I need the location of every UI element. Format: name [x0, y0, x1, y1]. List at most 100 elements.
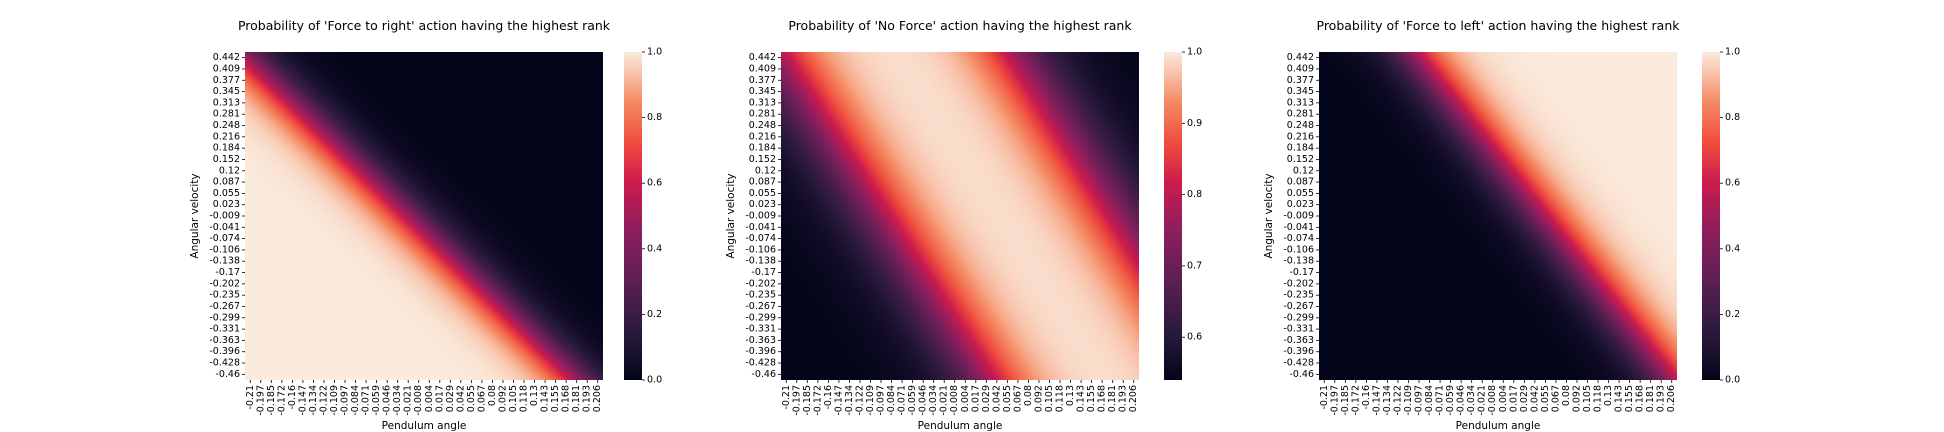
x-tick-label: -0.109: [865, 385, 876, 416]
colorbar-tick-label: 0.6: [1187, 332, 1202, 343]
y-tick-labels: 0.4420.4090.3770.3450.3130.2810.2480.216…: [1283, 52, 1319, 380]
y-tick-label: 0.087: [213, 177, 240, 188]
y-tick-label: -0.17: [751, 267, 776, 278]
y-tick-label: -0.235: [1283, 290, 1314, 301]
panel-force-left: Probability of 'Force to left' action ha…: [1263, 18, 1740, 432]
x-tick-label: -0.16: [287, 385, 298, 410]
y-tick-label: 0.377: [749, 75, 776, 86]
x-tick-label: 0.042: [991, 385, 1002, 412]
x-tick-labels: -0.21 -0.197 -0.185 -0.172 -0.16 -0.147 -0.134…: [245, 380, 603, 416]
x-tick-label: 0.08: [487, 385, 498, 406]
y-axis-label: Angular velocity: [1263, 173, 1275, 258]
x-tick-label: -0.21: [1319, 385, 1330, 410]
y-tick-label: 0.023: [749, 199, 776, 210]
colorbar-tick-label: 0.7: [1187, 260, 1202, 271]
x-tick-label: -0.134: [1382, 385, 1393, 416]
y-tick-label: 0.152: [749, 154, 776, 165]
x-tick-label: -0.21: [245, 385, 256, 410]
y-tick-labels: 0.4420.4090.3770.3450.3130.2810.2480.216…: [209, 52, 245, 380]
x-tick-label: -0.059: [907, 385, 918, 416]
x-tick-label: 0.13: [1065, 385, 1076, 406]
x-tick-label: 0.055: [1540, 385, 1551, 412]
y-tick-label: -0.235: [209, 290, 240, 301]
x-tick-label: 0.055: [466, 385, 477, 412]
y-tick-label: 0.345: [1287, 86, 1314, 97]
x-tick-label: 0.067: [1012, 385, 1023, 412]
y-tick-label: 0.313: [213, 97, 240, 108]
y-tick-label: -0.396: [745, 346, 776, 357]
y-tick-label: 0.377: [213, 75, 240, 86]
x-tick-label: 0.155: [1624, 385, 1635, 412]
x-tick-label: -0.084: [1424, 385, 1435, 416]
y-tick-label: 0.184: [213, 143, 240, 154]
x-tick-label: -0.071: [361, 385, 372, 416]
colorbar-tick-labels: 0.0 0.2 0.4 0.6 0.8 1.0: [1720, 47, 1740, 386]
x-tick-label: -0.097: [1414, 385, 1425, 416]
x-tick-label: 0.181: [1107, 385, 1118, 412]
x-tick-label: 0.029: [445, 385, 456, 412]
x-tick-label: 0.092: [1033, 385, 1044, 412]
y-tick-label: -0.428: [1283, 358, 1314, 369]
y-tick-label: 0.377: [1287, 75, 1314, 86]
colorbar-tick-label: 0.8: [647, 112, 662, 123]
x-tick-label: 0.168: [1097, 385, 1108, 412]
x-tick-label: -0.197: [255, 385, 266, 416]
x-tick-label: -0.034: [392, 385, 403, 416]
x-tick-label: -0.185: [802, 385, 813, 416]
x-tick-label: -0.122: [318, 385, 329, 416]
y-tick-label: -0.041: [745, 222, 776, 233]
x-tick-label: 0.193: [1118, 385, 1129, 412]
panel-no-force: Probability of 'No Force' action having …: [725, 18, 1202, 432]
y-tick-label: 0.409: [749, 63, 776, 74]
y-tick-label: 0.345: [213, 86, 240, 97]
y-tick-label: -0.396: [1283, 346, 1314, 357]
x-tick-label: -0.147: [1371, 385, 1382, 416]
x-tick-label: 0.105: [508, 385, 519, 412]
y-tick-label: -0.106: [745, 244, 776, 255]
x-tick-label: 0.206: [1128, 385, 1139, 412]
colorbar: [1702, 52, 1720, 380]
y-tick-label: 0.152: [213, 154, 240, 165]
x-axis-label: Pendulum angle: [918, 420, 1003, 432]
y-tick-label: -0.428: [745, 358, 776, 369]
x-tick-label: 0.08: [1023, 385, 1034, 406]
x-tick-label: -0.122: [854, 385, 865, 416]
y-tick-label: 0.281: [1287, 109, 1314, 120]
y-tick-label: -0.074: [745, 233, 776, 244]
x-tick-label: 0.206: [1666, 385, 1677, 412]
y-tick-label: 0.023: [213, 199, 240, 210]
x-tick-labels: -0.21 -0.197 -0.185 -0.172 -0.16 -0.147 -0.134…: [781, 380, 1139, 416]
x-tick-label: -0.021: [1477, 385, 1488, 416]
y-tick-label: -0.17: [1289, 267, 1314, 278]
x-tick-label: 0.155: [550, 385, 561, 412]
y-tick-label: 0.248: [1287, 120, 1314, 131]
y-tick-label: -0.396: [209, 346, 240, 357]
colorbar-tick-label: 0.2: [647, 309, 662, 320]
colorbar: [624, 52, 642, 380]
x-tick-labels: -0.21 -0.197 -0.185 -0.172 -0.16 -0.147 -0.134…: [1319, 380, 1677, 416]
x-tick-label: -0.185: [266, 385, 277, 416]
x-tick-label: -0.046: [918, 385, 929, 416]
x-tick-label: 0.004: [960, 385, 971, 412]
x-tick-label: 0.029: [981, 385, 992, 412]
y-tick-label: 0.442: [749, 52, 776, 63]
y-tick-label: -0.363: [1283, 335, 1314, 346]
chart-title: Probability of 'No Force' action having …: [788, 18, 1132, 33]
x-tick-label: 0.017: [434, 385, 445, 412]
y-tick-label: -0.041: [209, 222, 240, 233]
x-tick-label: -0.185: [1340, 385, 1351, 416]
x-tick-label: 0.042: [1529, 385, 1540, 412]
x-tick-label: 0.067: [476, 385, 487, 412]
x-tick-label: -0.071: [1435, 385, 1446, 416]
y-tick-label: 0.055: [1287, 188, 1314, 199]
y-axis-label: Angular velocity: [189, 173, 201, 258]
y-tick-label: -0.46: [1289, 369, 1314, 380]
x-tick-label: -0.147: [297, 385, 308, 416]
heatmap-cells: [781, 52, 1139, 380]
x-tick-label: -0.16: [823, 385, 834, 410]
y-tick-label: 0.345: [749, 86, 776, 97]
y-tick-label: -0.267: [1283, 301, 1314, 312]
colorbar-tick-labels: 0.0 0.2 0.4 0.6 0.8 1.0: [642, 47, 662, 386]
heatmap-cells: [245, 52, 603, 380]
y-tick-label: 0.281: [749, 109, 776, 120]
